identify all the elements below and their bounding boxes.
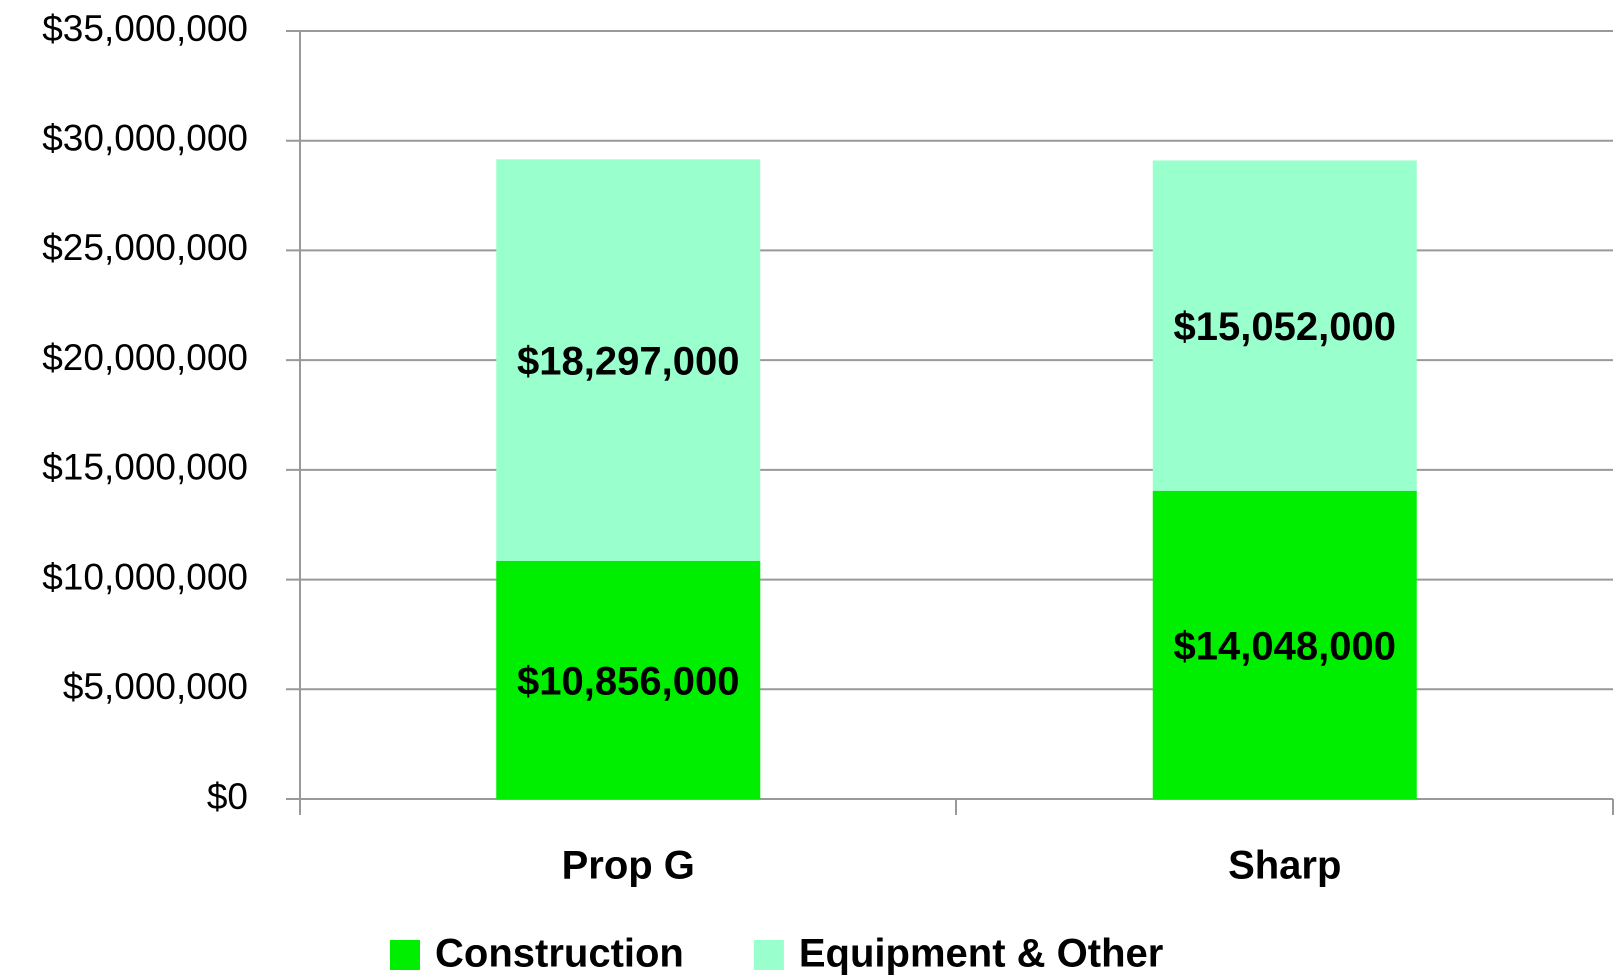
x-tick-label: Sharp	[1228, 844, 1341, 888]
legend-swatch	[390, 940, 420, 970]
data-label: $18,297,000	[517, 340, 739, 384]
legend-label: Equipment & Other	[799, 932, 1163, 976]
bar-segment	[496, 560, 761, 799]
y-tick-label: $10,000,000	[42, 556, 248, 597]
data-label: $14,048,000	[1174, 624, 1396, 668]
y-tick-label: $35,000,000	[42, 8, 248, 49]
y-tick-label: $30,000,000	[42, 117, 248, 158]
x-tick-label: Prop G	[562, 844, 695, 888]
y-tick-label: $0	[207, 776, 248, 817]
bar-segment	[1152, 160, 1417, 491]
bar-segment	[496, 159, 761, 561]
legend-swatch	[753, 940, 784, 970]
y-tick-label: $25,000,000	[42, 227, 248, 268]
legend-label: Construction	[435, 932, 684, 976]
y-tick-label: $15,000,000	[42, 447, 248, 488]
y-tick-label: $20,000,000	[42, 337, 248, 378]
data-label: $10,856,000	[517, 659, 739, 703]
data-label: $15,052,000	[1174, 305, 1396, 349]
y-tick-label: $5,000,000	[63, 666, 248, 707]
bar-segment	[1152, 490, 1417, 799]
